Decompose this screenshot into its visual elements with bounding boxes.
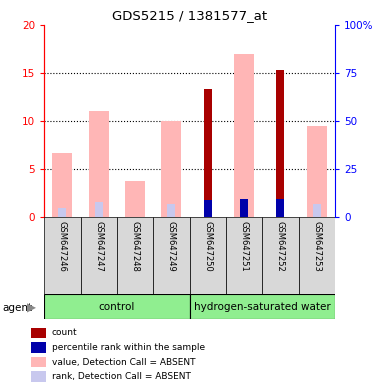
Bar bbox=[125, 182, 145, 217]
Text: rank, Detection Call = ABSENT: rank, Detection Call = ABSENT bbox=[52, 372, 191, 381]
Text: agent: agent bbox=[2, 303, 32, 313]
Text: percentile rank within the sample: percentile rank within the sample bbox=[52, 343, 205, 352]
Bar bbox=[240, 199, 248, 217]
Text: value, Detection Call = ABSENT: value, Detection Call = ABSENT bbox=[52, 358, 196, 367]
Bar bbox=[276, 199, 285, 217]
Text: GSM647252: GSM647252 bbox=[276, 221, 285, 271]
Text: GSM647247: GSM647247 bbox=[94, 221, 103, 271]
Bar bbox=[240, 199, 248, 217]
Bar bbox=[153, 217, 189, 294]
Text: count: count bbox=[52, 328, 78, 338]
Bar bbox=[190, 294, 335, 319]
Bar bbox=[95, 202, 103, 217]
Bar bbox=[161, 121, 181, 217]
Text: control: control bbox=[99, 301, 135, 312]
Text: GSM647251: GSM647251 bbox=[239, 221, 249, 271]
Bar bbox=[80, 217, 117, 294]
Bar bbox=[234, 54, 254, 217]
Text: GSM647249: GSM647249 bbox=[167, 221, 176, 271]
Text: GSM647248: GSM647248 bbox=[131, 221, 140, 271]
Bar bbox=[44, 217, 80, 294]
Text: ▶: ▶ bbox=[27, 301, 37, 314]
Bar bbox=[307, 126, 327, 217]
Bar bbox=[276, 70, 285, 217]
Bar bbox=[190, 217, 226, 294]
Bar bbox=[44, 294, 190, 319]
Bar bbox=[117, 217, 153, 294]
Text: GSM647250: GSM647250 bbox=[203, 221, 212, 271]
Bar bbox=[204, 200, 212, 217]
Bar bbox=[89, 111, 109, 217]
Text: GSM647246: GSM647246 bbox=[58, 221, 67, 271]
Bar bbox=[167, 204, 176, 217]
Title: GDS5215 / 1381577_at: GDS5215 / 1381577_at bbox=[112, 9, 267, 22]
Bar bbox=[262, 217, 299, 294]
Bar bbox=[313, 204, 321, 217]
Bar bbox=[226, 217, 262, 294]
Bar bbox=[52, 153, 72, 217]
Bar bbox=[204, 89, 212, 217]
Bar bbox=[59, 208, 67, 217]
Text: GSM647253: GSM647253 bbox=[312, 221, 321, 271]
Bar bbox=[299, 217, 335, 294]
Text: hydrogen-saturated water: hydrogen-saturated water bbox=[194, 301, 331, 312]
